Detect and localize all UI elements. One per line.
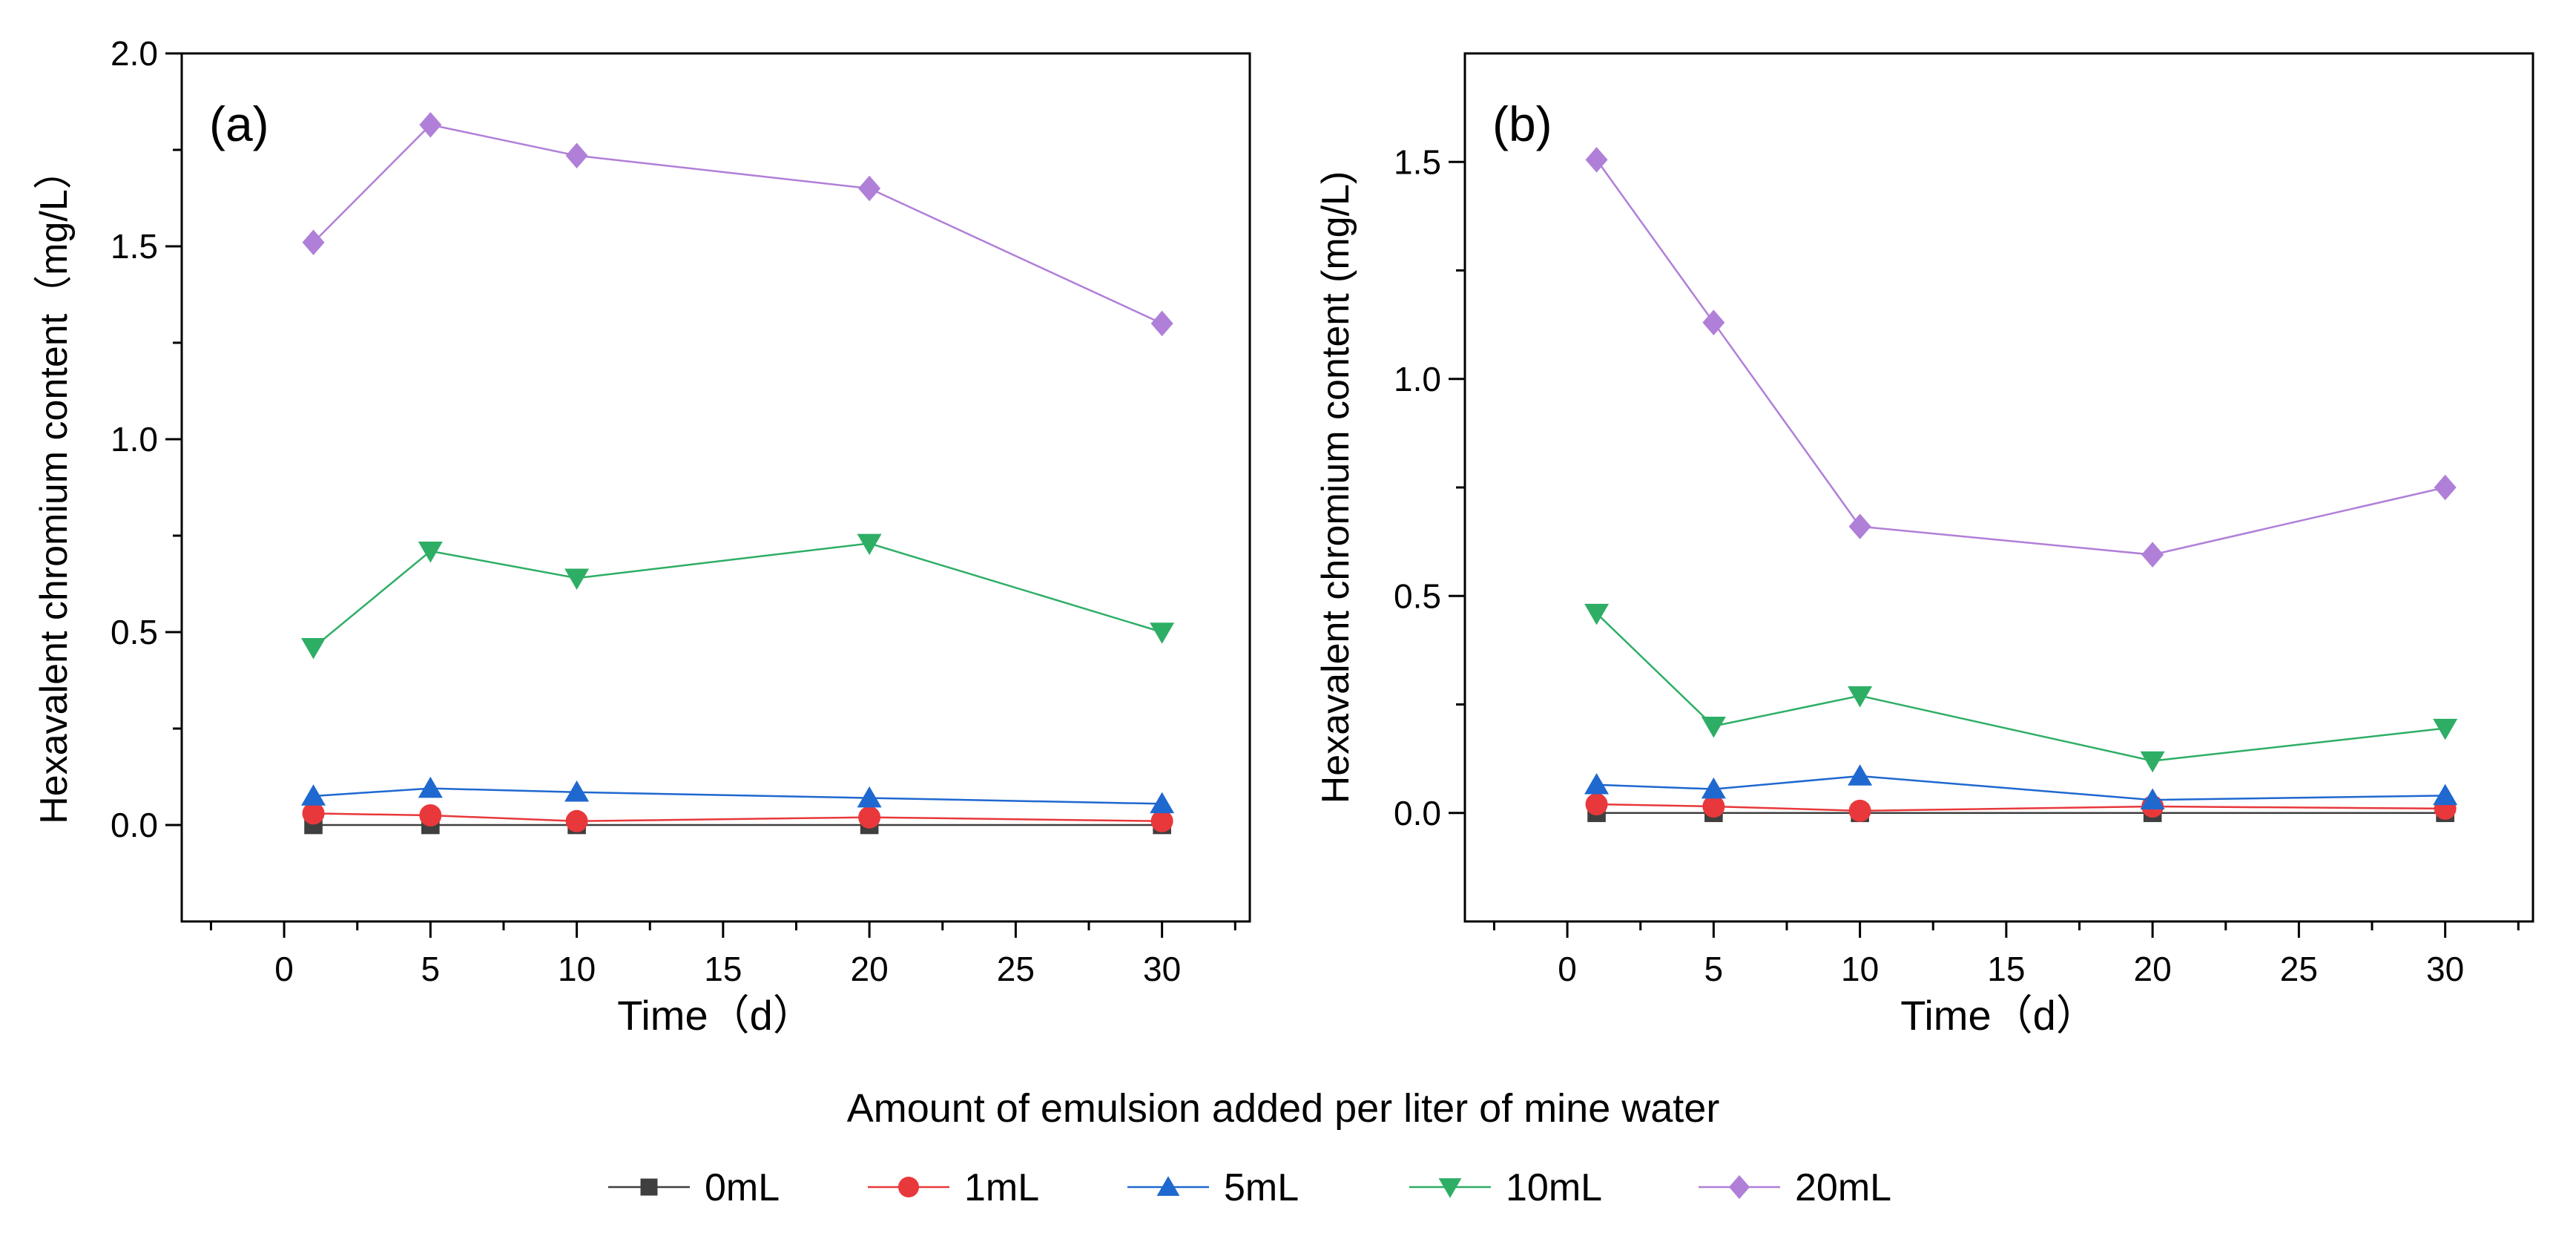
legend-item-5mL: 5mL — [1127, 1166, 1299, 1209]
series-group — [1584, 147, 2458, 823]
legend-title: Amount of emulsion added per liter of mi… — [847, 1086, 1720, 1131]
legend-marker — [1438, 1178, 1462, 1198]
legend-items: 0mL 1mL 5mL 10mL 20mL — [608, 1166, 1891, 1209]
legend-item-10mL: 10mL — [1409, 1166, 1602, 1209]
y-tick-label: 0.0 — [1394, 794, 1441, 832]
data-point-5mL — [1150, 792, 1175, 814]
data-point-5mL — [564, 780, 590, 802]
legend-label: 1mL — [964, 1166, 1039, 1209]
series-line-20mL — [312, 123, 1163, 325]
data-point-5mL — [301, 784, 326, 806]
data-point-1mL — [1848, 799, 1871, 822]
legend-label: 5mL — [1224, 1166, 1299, 1209]
data-point-20mL — [419, 111, 442, 138]
y-tick-label: 0.5 — [1394, 576, 1441, 615]
data-point-5mL — [1848, 764, 1873, 786]
x-tick-label: 15 — [704, 950, 742, 988]
data-point-10mL — [1584, 603, 1610, 625]
data-point-20mL — [1848, 513, 1871, 539]
legend-marker — [898, 1177, 919, 1197]
data-point-1mL — [419, 804, 442, 826]
data-point-5mL — [2140, 788, 2165, 809]
data-point-10mL — [564, 568, 590, 590]
series-line-20mL — [1595, 159, 2445, 556]
data-point-10mL — [1848, 686, 1873, 708]
data-point-10mL — [301, 638, 326, 660]
x-tick-label: 5 — [1704, 950, 1724, 988]
y-tick-label: 2.0 — [111, 34, 158, 73]
data-point-1mL — [1702, 795, 1725, 818]
legend-label: 20mL — [1795, 1166, 1891, 1209]
data-point-1mL — [1150, 809, 1173, 832]
series-line-10mL — [1595, 612, 2445, 762]
x-axis-label: Time（d） — [617, 992, 814, 1039]
x-tick-label: 25 — [2280, 950, 2318, 988]
y-tick-label: 0.5 — [111, 613, 158, 651]
x-tick-label: 5 — [421, 950, 441, 988]
chart-panel-b: (b) Hexavalent chromium content (mg/L) T… — [1314, 52, 2534, 1039]
legend-item-0mL: 0mL — [608, 1166, 780, 1209]
data-point-20mL — [565, 142, 588, 169]
data-point-10mL — [2433, 718, 2458, 740]
legend-marker — [640, 1178, 658, 1196]
data-point-5mL — [1701, 777, 1726, 799]
plot-frame — [1463, 52, 2534, 923]
x-axis-label: Time（d） — [1900, 992, 2098, 1039]
y-tick-label: 1.0 — [111, 420, 158, 459]
data-point-20mL — [858, 175, 881, 202]
data-point-5mL — [857, 786, 882, 808]
x-tick-label: 0 — [1558, 950, 1577, 988]
x-tick-label: 0 — [274, 950, 294, 988]
y-tick-label: 1.5 — [1394, 142, 1441, 181]
data-point-20mL — [2434, 474, 2457, 501]
data-point-5mL — [418, 776, 443, 798]
x-tick-label: 30 — [1143, 950, 1181, 988]
data-point-5mL — [1584, 772, 1610, 795]
data-point-10mL — [1701, 717, 1726, 738]
legend-item-1mL: 1mL — [868, 1166, 1039, 1209]
x-tick-label: 30 — [2426, 950, 2464, 988]
data-point-20mL — [1585, 147, 1608, 173]
x-tick-label: 20 — [851, 950, 889, 988]
data-point-5mL — [2433, 783, 2458, 806]
data-point-20mL — [1702, 309, 1725, 335]
y-tick-label: 1.5 — [111, 227, 158, 266]
data-point-20mL — [302, 229, 325, 256]
data-point-10mL — [857, 533, 882, 556]
x-tick-label: 20 — [2134, 950, 2172, 988]
data-point-10mL — [2140, 751, 2165, 773]
y-axis-label: Hexavalent chromium content（mg/L） — [33, 151, 76, 824]
x-tick-label: 15 — [1987, 950, 2025, 988]
y-axis-label: Hexavalent chromium content (mg/L) — [1314, 171, 1357, 804]
panel-label: (a) — [209, 96, 269, 151]
data-point-1mL — [302, 802, 325, 825]
x-tick-label: 25 — [997, 950, 1035, 988]
panel-label: (b) — [1492, 96, 1552, 151]
y-tick-label: 1.0 — [1394, 360, 1441, 398]
data-point-1mL — [858, 806, 881, 829]
legend-item-20mL: 20mL — [1699, 1166, 1891, 1209]
legend: Amount of emulsion added per liter of mi… — [608, 1086, 1891, 1209]
data-point-1mL — [565, 809, 588, 832]
data-point-10mL — [418, 542, 443, 563]
plot-frame — [180, 52, 1251, 923]
legend-marker — [1729, 1174, 1750, 1200]
x-tick-label: 10 — [558, 950, 596, 988]
x-tick-label: 10 — [1841, 950, 1879, 988]
series-group — [301, 111, 1175, 835]
data-point-1mL — [1585, 793, 1608, 816]
legend-label: 10mL — [1506, 1166, 1602, 1209]
data-point-20mL — [1150, 310, 1173, 337]
legend-marker — [1156, 1176, 1180, 1196]
y-tick-label: 0.0 — [111, 806, 158, 844]
chart-panel-a: (a) Hexavalent chromium content（mg/L） Ti… — [33, 34, 1251, 1039]
data-point-20mL — [2141, 542, 2164, 568]
axis-ticks: 0 5 10 15 20 25 30 0.0 0.5 1.0 1.5 2.0 — [111, 34, 1236, 988]
axis-ticks: 0 5 10 15 20 25 30 0.0 0.5 1.0 1.5 — [1394, 142, 2520, 988]
data-point-10mL — [1150, 622, 1175, 644]
legend-label: 0mL — [705, 1166, 780, 1209]
series-line-10mL — [312, 542, 1163, 648]
